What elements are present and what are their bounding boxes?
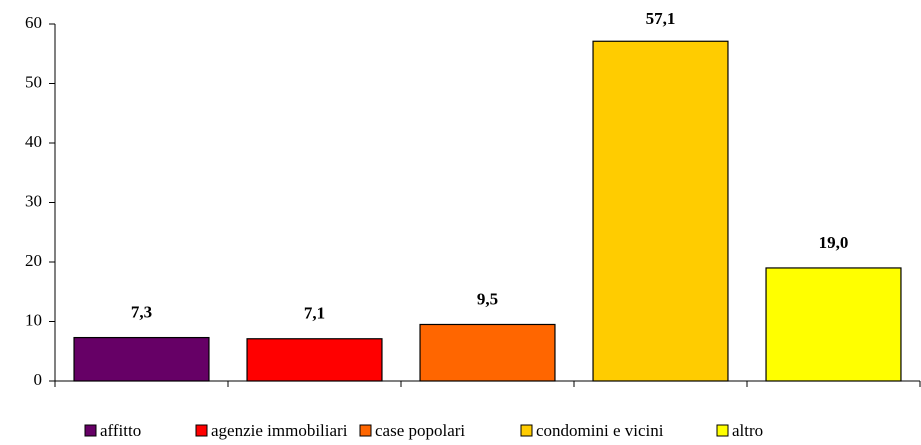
y-tick-label: 60: [25, 13, 42, 32]
legend-label: affitto: [100, 421, 141, 440]
y-tick-label: 30: [25, 191, 42, 210]
value-label: 57,1: [646, 9, 676, 28]
bar: [765, 267, 902, 382]
legend-label: agenzie immobiliari: [211, 421, 348, 440]
value-label: 9,5: [477, 289, 498, 308]
bar: [419, 323, 556, 382]
y-tick-label: 50: [25, 72, 42, 91]
legend-swatch: [195, 424, 208, 437]
value-label: 19,0: [819, 233, 849, 252]
y-tick-label: 0: [34, 370, 43, 389]
y-tick-label: 20: [25, 251, 42, 270]
legend-swatch: [84, 424, 97, 437]
bar: [73, 336, 210, 382]
bar: [246, 338, 383, 382]
bar: [592, 40, 729, 382]
legend-label: case popolari: [375, 421, 465, 440]
y-tick-label: 40: [25, 132, 42, 151]
legend-swatch: [520, 424, 533, 437]
value-label: 7,3: [131, 302, 152, 321]
y-tick-label: 10: [25, 310, 42, 329]
legend-swatch: [359, 424, 372, 437]
legend-swatch: [716, 424, 729, 437]
legend-label: condomini e vicini: [536, 421, 664, 440]
value-label: 7,1: [304, 304, 325, 323]
legend-label: altro: [732, 421, 763, 440]
